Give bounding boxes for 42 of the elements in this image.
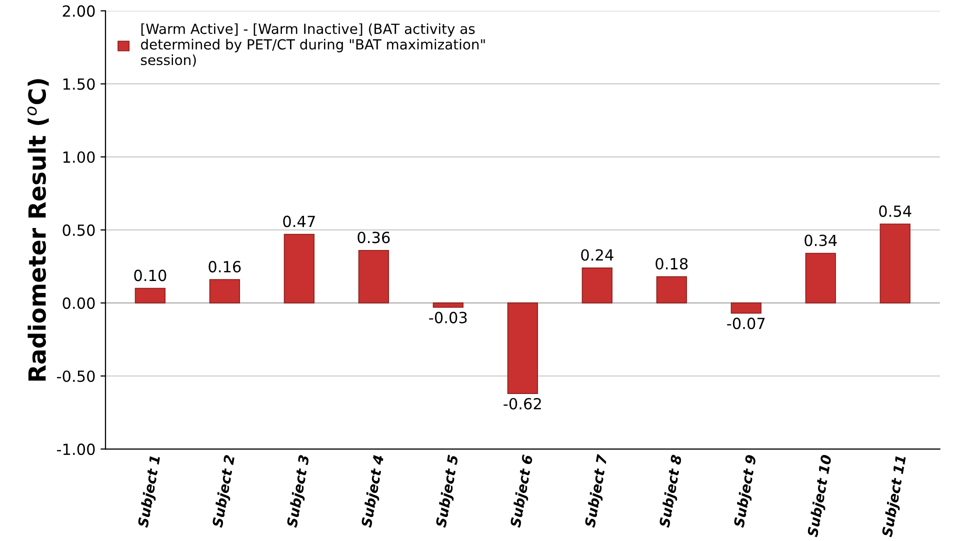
data-label: 0.10 bbox=[134, 270, 166, 282]
bar bbox=[358, 250, 389, 304]
bar bbox=[134, 288, 166, 304]
y-axis-title: Radiometer Result ($^{o}$C) bbox=[27, 79, 49, 381]
bar bbox=[209, 279, 240, 304]
x-tick-label: Subject 2 bbox=[212, 454, 238, 528]
data-label: 0.16 bbox=[208, 260, 241, 272]
data-label: 0.54 bbox=[879, 205, 912, 217]
y-tick-label: -1.00 bbox=[56, 443, 95, 456]
x-tick-label: Subject 6 bbox=[510, 454, 536, 528]
y-tick-label: 1.50 bbox=[63, 78, 95, 90]
bar bbox=[582, 267, 612, 304]
data-label: -0.62 bbox=[504, 398, 541, 410]
x-tick-label: Subject 10 bbox=[806, 454, 834, 538]
x-tick-label: Subject 11 bbox=[881, 456, 909, 538]
x-tick-label: Subject 1 bbox=[137, 456, 163, 528]
data-label: 0.24 bbox=[581, 249, 614, 261]
y-tick-label: 2.00 bbox=[62, 5, 95, 17]
x-tick-label: Subject 5 bbox=[435, 454, 462, 528]
y-tick-label: 0.00 bbox=[62, 297, 95, 309]
x-tick-label: Subject 7 bbox=[584, 454, 610, 528]
data-label: 0.18 bbox=[656, 258, 688, 270]
x-tick-label: Subject 8 bbox=[658, 454, 685, 528]
bar bbox=[284, 234, 314, 304]
bar bbox=[730, 302, 762, 314]
data-label: 0.47 bbox=[283, 216, 315, 228]
legend-label: [Warm Active] - [Warm Inactive] (BAT activity as determined by PET/CT during "BAT maximization" session) bbox=[140, 23, 485, 67]
data-label: -0.07 bbox=[727, 318, 765, 330]
x-tick-label: Subject 9 bbox=[733, 454, 760, 528]
bar bbox=[432, 302, 464, 308]
x-tick-label: Subject 3 bbox=[286, 454, 312, 528]
y-tick-label: -0.50 bbox=[56, 370, 95, 382]
x-tick-label: Subject 4 bbox=[360, 454, 387, 528]
bar bbox=[656, 276, 687, 304]
y-tick-label: 1.00 bbox=[63, 151, 95, 163]
bar bbox=[805, 252, 836, 304]
bar bbox=[507, 302, 538, 394]
bar bbox=[880, 224, 910, 304]
data-label: -0.03 bbox=[429, 312, 467, 324]
data-label: 0.36 bbox=[358, 232, 390, 244]
data-label: 0.34 bbox=[804, 234, 837, 246]
y-tick-label: 0.50 bbox=[62, 224, 95, 236]
